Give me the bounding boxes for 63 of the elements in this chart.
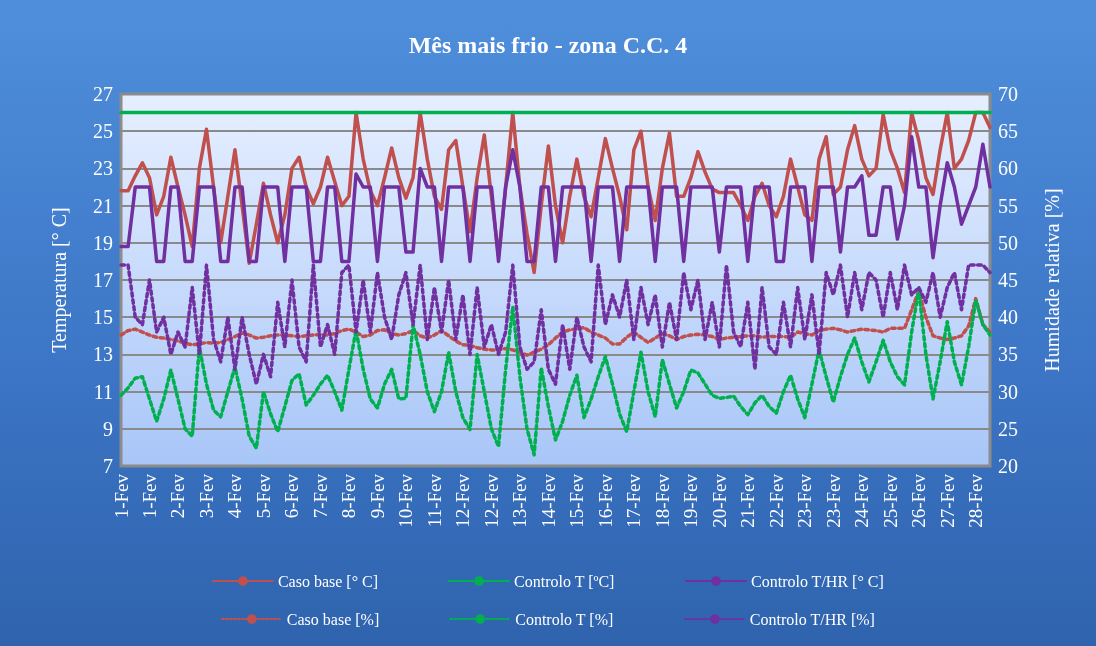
x-tick-label: 11-Fev [423,473,445,528]
x-tick-label: 25-Fev [879,473,901,528]
x-tick-label: 1-Fev [138,473,160,519]
x-tick-label: 17-Fev [623,473,645,528]
y-tick-label: 21 [93,194,113,217]
x-tick-label: 18-Fev [651,473,673,528]
y-tick-label: 7 [103,455,113,477]
x-tick-label: 19-Fev [680,473,702,528]
y2-tick-label: 35 [998,343,1018,366]
y-tick-label: 19 [93,231,113,254]
y-tick-label: 11 [93,380,113,403]
x-tick-label: 1-Fev [110,473,132,519]
x-tick-label: 26-Fev [908,473,930,528]
x-tick-label: 6-Fev [281,473,303,519]
line-series [119,289,992,357]
x-tick-label: 13-Fev [509,473,531,528]
x-tick-label: 12-Fev [452,473,474,528]
y2-tick-label: 70 [998,83,1018,105]
y2-tick-label: 30 [998,380,1018,403]
y2-tick-label: 45 [998,269,1018,291]
x-tick-label: 23-Fev [794,473,816,528]
y-tick-label: 27 [93,83,113,105]
y-tick-label: 23 [93,157,113,180]
y-tick-label: 9 [103,417,113,440]
x-tick-label: 20-Fev [708,473,730,528]
y2-tick-label: 55 [998,194,1018,217]
legend-label: Controlo T/HR [° C] [751,572,884,590]
x-tick-label: 21-Fev [737,473,759,528]
x-tick-label: 9-Fev [366,473,388,519]
x-tick-label: 5-Fev [252,473,274,519]
x-tick-label: 3-Fev [195,473,217,519]
y2-tick-label: 25 [998,417,1018,440]
legend-label: Controlo T [%] [515,610,614,628]
chart-title: Mês mais frio - zona C.C. 4 [408,32,688,58]
y-tick-label: 17 [93,269,113,291]
x-tick-label: 10-Fev [395,473,417,528]
legend-label: Controlo T/HR [%] [749,610,875,628]
x-tick-label: 28-Fev [965,473,987,528]
x-tick-label: 27-Fev [936,473,958,528]
legend-label: Controlo T [ºC] [514,572,615,590]
x-tick-label: 2-Fev [167,473,189,519]
x-tick-label: 7-Fev [309,473,331,519]
x-tick-label: 12-Fev [480,473,502,528]
x-tick-label: 8-Fev [338,473,360,519]
y2-tick-label: 65 [998,120,1018,143]
x-tick-label: 22-Fev [765,473,787,528]
y2-tick-label: 60 [998,157,1018,180]
y2-tick-label: 50 [998,231,1018,254]
x-tick-label: 23-Fev [822,473,844,528]
x-tick-label: 16-Fev [594,473,616,528]
x-tick-label: 14-Fev [537,473,559,528]
y2-tick-label: 40 [998,306,1018,329]
y-tick-label: 15 [93,306,113,329]
x-tick-label: 24-Fev [851,473,873,528]
legend-label: Caso base [%] [286,610,380,628]
y-axis-title: Temperatura [° C] [48,207,71,353]
y2-axis-title: Humidade relativa [%] [1041,188,1063,372]
x-tick-label: 15-Fev [566,473,588,528]
y2-tick-label: 20 [998,455,1018,477]
legend-label: Caso base [° C] [277,572,379,590]
y-tick-label: 13 [93,343,113,366]
x-tick-label: 4-Fev [224,473,246,519]
y-tick-label: 25 [93,120,113,143]
